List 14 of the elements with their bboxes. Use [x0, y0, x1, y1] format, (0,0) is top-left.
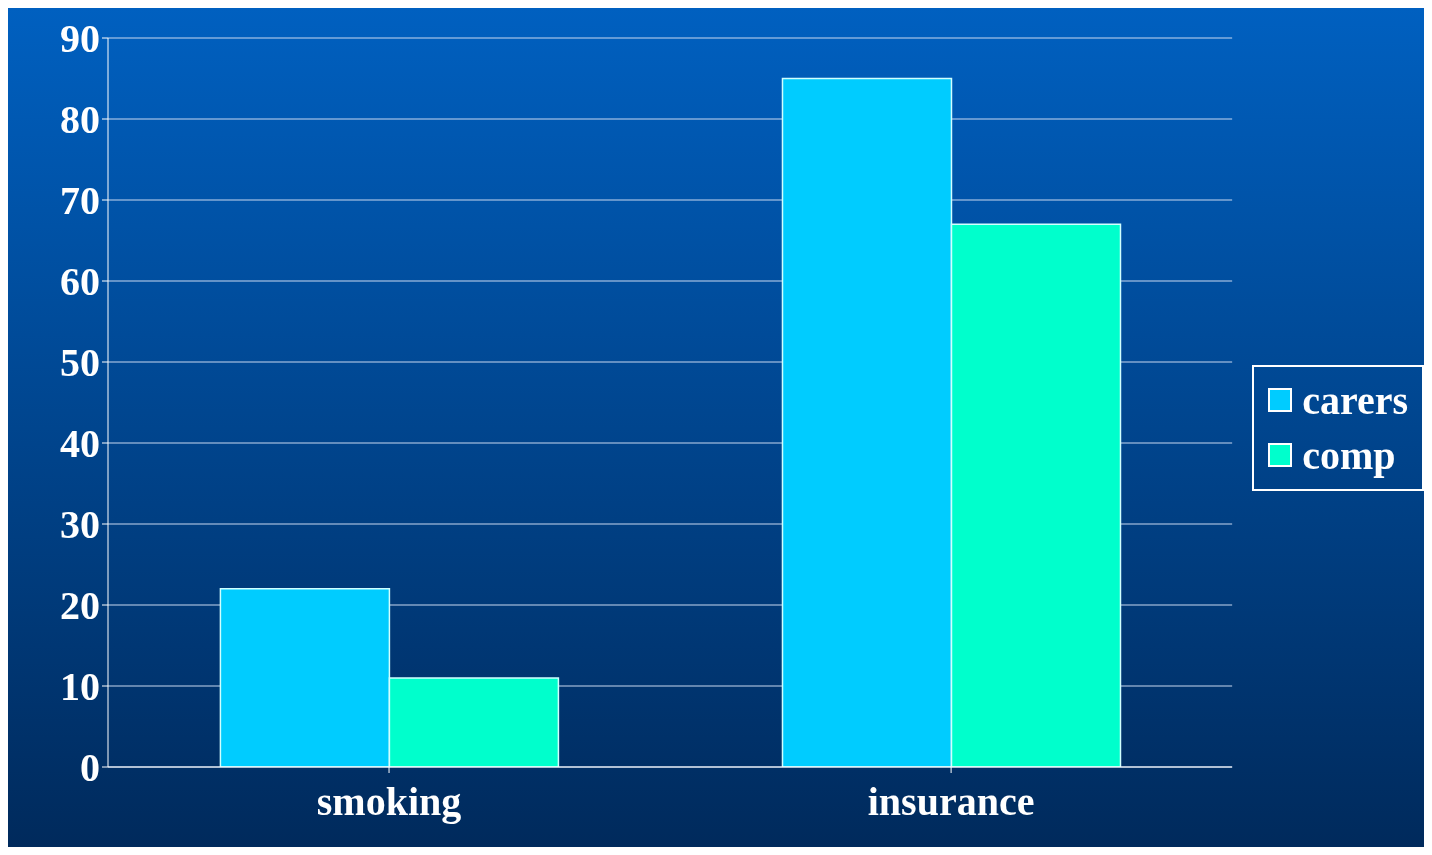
y-tick-label: 0: [80, 745, 100, 791]
y-tick-label: 70: [60, 178, 100, 224]
y-tick-label: 90: [60, 16, 100, 62]
y-tick-label: 40: [60, 421, 100, 467]
legend-label: comp: [1302, 431, 1396, 479]
y-tick-label: 10: [60, 664, 100, 710]
x-tick-label: insurance: [867, 779, 1035, 825]
text: carers: [1302, 376, 1408, 424]
y-tick-label: 60: [60, 259, 100, 305]
y-tick-label: 20: [60, 583, 100, 629]
y-tick-label: 30: [60, 502, 100, 548]
y-tick-label: 50: [60, 340, 100, 386]
y-tick-label: 80: [60, 97, 100, 143]
x-tick-label: smoking: [316, 779, 462, 825]
